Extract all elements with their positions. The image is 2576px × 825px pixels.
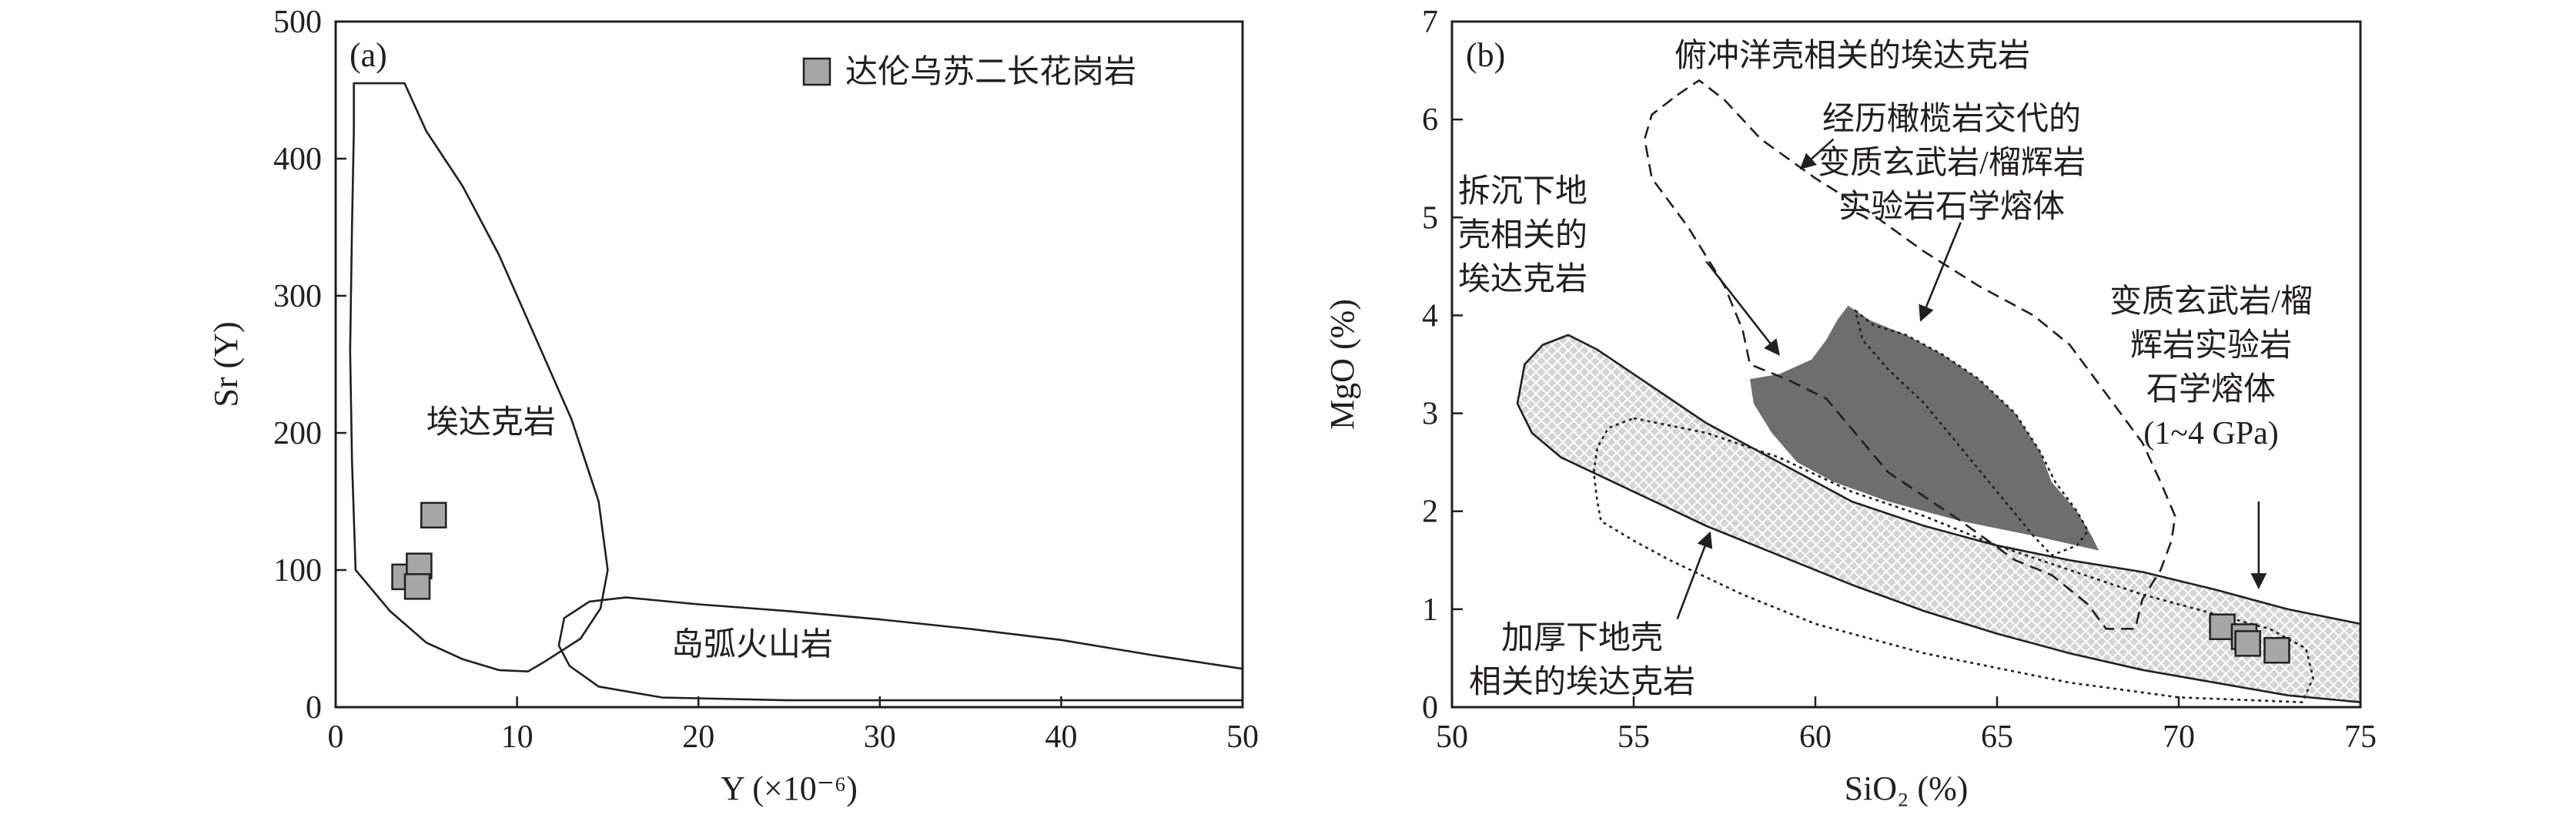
y-tick-label: 7 xyxy=(1422,5,1438,40)
annotation-text: 拆沉下地 xyxy=(1458,174,1587,210)
annotation-arrow xyxy=(1919,222,1962,322)
data-point xyxy=(2234,630,2261,657)
panel-a-y-axis-label: Sr (Y) xyxy=(207,321,245,407)
data-point xyxy=(2263,637,2290,664)
annotation-text: 经历橄榄岩交代的 xyxy=(1822,101,2081,137)
annotation-text: 辉岩实验岩 xyxy=(2130,327,2292,364)
y-tick-label: 500 xyxy=(273,5,322,40)
annotation-text: 加厚下地壳 xyxy=(1501,621,1663,656)
y-tick-label: 100 xyxy=(273,553,322,589)
panel-b-label: (b) xyxy=(1466,36,1505,74)
panel-a-region-label-2: 岛弧火山岩 xyxy=(671,626,833,662)
panel-a-region-1 xyxy=(349,82,609,672)
y-tick-label: 6 xyxy=(1422,102,1438,138)
x-tick-label: 65 xyxy=(1981,719,2013,755)
panel-b-points xyxy=(2209,613,2290,664)
x-tick-label: 60 xyxy=(1799,719,1832,755)
x-tick-label: 50 xyxy=(1436,719,1468,755)
annotation-text: 埃达克岩 xyxy=(1458,262,1587,297)
panel-b-ticks: 50 55 60 65 70 75 0 1 2 3 4 5 6 7 xyxy=(1422,5,2377,755)
panel-a-label: (a) xyxy=(350,36,387,74)
x-tick-label: 75 xyxy=(2344,719,2377,755)
y-tick-label: 1 xyxy=(1422,592,1438,628)
annotation-arrow xyxy=(1705,260,1781,356)
panel-b-y-axis-label: MgO (%) xyxy=(1323,299,1361,430)
x-tick-label: 0 xyxy=(328,719,344,755)
y-tick-label: 4 xyxy=(1422,298,1438,334)
panel-b-regions xyxy=(1516,79,2362,703)
panel-b-region-2 xyxy=(1750,305,2099,551)
annotation-arrow xyxy=(1676,531,1713,620)
panel-b-plot-frame xyxy=(1450,20,2362,709)
annotation-text: (1~4 GPa) xyxy=(2143,416,2279,451)
data-point xyxy=(403,573,431,600)
y-tick-label: 3 xyxy=(1422,397,1438,432)
panel-b-region-1 xyxy=(1516,334,2362,703)
y-tick-label: 0 xyxy=(306,690,322,726)
x-tick-label: 10 xyxy=(501,719,534,755)
panel-a-regions xyxy=(349,82,1244,702)
x-tick-label: 55 xyxy=(1618,719,1650,755)
annotation-text: 俯冲洋壳相关的埃达克岩 xyxy=(1674,38,2030,74)
x-tick-label: 20 xyxy=(682,719,714,755)
panel-b-annotations: 俯冲洋壳相关的埃达克岩经历橄榄岩交代的变质玄武岩/榴辉岩实验岩石学熔体拆沉下地壳… xyxy=(1458,38,2313,700)
panel-a-region-2 xyxy=(557,596,1244,702)
y-tick-label: 2 xyxy=(1422,495,1438,530)
legend-marker-square xyxy=(802,57,831,86)
x-tick-label: 30 xyxy=(864,719,896,755)
panel-b-region-3 xyxy=(1643,79,2176,630)
panel-b: 50 55 60 65 70 75 0 1 2 3 4 5 6 7 俯冲洋壳相关的埃达克岩经历橄榄岩交代的… xyxy=(1323,5,2377,807)
y-tick-label: 5 xyxy=(1422,200,1438,236)
annotation-text: 壳相关的 xyxy=(1458,218,1587,253)
x-tick-label: 40 xyxy=(1045,719,1077,755)
panel-a-legend: 达伦乌苏二长花岗岩 xyxy=(802,54,1136,90)
panel-a-points xyxy=(391,501,447,600)
y-tick-label: 0 xyxy=(1422,690,1438,726)
panel-a-plot-frame xyxy=(334,20,1244,709)
annotation-text: 相关的埃达克岩 xyxy=(1469,665,1695,700)
annotation-text: 变质玄武岩/榴 xyxy=(2109,283,2313,320)
y-tick-label: 200 xyxy=(273,416,322,451)
annotation-text: 实验岩石学熔体 xyxy=(1838,189,2065,225)
data-point xyxy=(420,501,447,529)
panel-b-region-5 xyxy=(1592,417,2314,703)
panel-a-x-axis-label: Y (×10⁻⁶) xyxy=(721,770,858,807)
panel-b-x-axis-label: SiO₂ (%) xyxy=(1845,770,1969,807)
x-tick-label: 50 xyxy=(1226,719,1259,755)
y-tick-label: 400 xyxy=(273,142,322,177)
legend-entry-label: 达伦乌苏二长花岗岩 xyxy=(845,54,1136,90)
annotation-arrow xyxy=(1799,138,1835,170)
y-tick-label: 300 xyxy=(273,279,322,314)
annotation-text: 石学熔体 xyxy=(2146,371,2276,407)
data-point xyxy=(2209,613,2236,640)
panel-b-region-4 xyxy=(1854,309,2089,557)
annotation-text: 变质玄武岩/榴辉岩 xyxy=(1818,145,2086,181)
x-tick-label: 70 xyxy=(2163,719,2195,755)
panel-a-region-label-1: 埃达克岩 xyxy=(427,405,556,441)
